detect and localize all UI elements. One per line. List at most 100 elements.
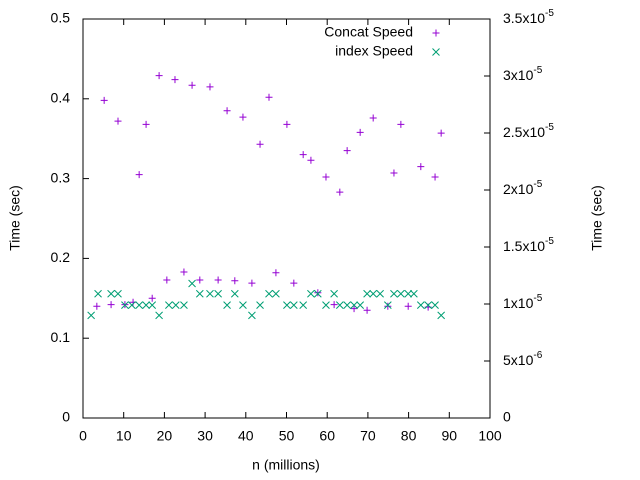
point xyxy=(336,188,344,196)
point xyxy=(239,301,247,309)
plot-border xyxy=(82,18,491,419)
point xyxy=(171,301,180,309)
point xyxy=(384,302,392,310)
point xyxy=(369,289,378,298)
point xyxy=(363,306,371,314)
legend-label: Concat Speed xyxy=(324,24,413,40)
y2-tick-label: 1.5x10-5 xyxy=(503,236,554,254)
y-tick-label: 0.2 xyxy=(51,249,71,265)
point xyxy=(188,81,196,89)
point xyxy=(307,289,315,298)
point xyxy=(206,83,214,91)
point xyxy=(283,120,291,128)
point xyxy=(180,301,188,309)
point xyxy=(230,289,239,298)
point xyxy=(127,301,136,309)
x-axis-label: n (millions) xyxy=(252,457,320,473)
point xyxy=(142,301,150,309)
y-axis-label: Time (sec) xyxy=(7,185,23,251)
x-tick-label: 30 xyxy=(197,428,213,444)
point xyxy=(256,301,264,309)
point xyxy=(180,268,188,276)
x-tick-label: 80 xyxy=(401,428,417,444)
point xyxy=(93,302,101,310)
point xyxy=(100,96,108,104)
y-tick-label: 0.4 xyxy=(51,90,71,106)
y2-tick-label: 0 xyxy=(503,409,511,425)
point xyxy=(404,302,412,310)
point xyxy=(223,107,231,115)
x-tick-label: 10 xyxy=(116,428,132,444)
point xyxy=(223,301,231,309)
legend-label: index Speed xyxy=(335,43,413,59)
point xyxy=(214,289,222,298)
point xyxy=(94,289,102,298)
point xyxy=(188,279,196,288)
point xyxy=(390,289,398,298)
x-tick-label: 0 xyxy=(79,428,87,444)
point xyxy=(410,289,418,298)
point xyxy=(313,289,322,298)
point xyxy=(129,298,137,306)
y2-tick-label: 3x10-5 xyxy=(503,65,543,83)
point xyxy=(272,289,280,298)
point xyxy=(376,289,384,298)
y-tick-label: 0.1 xyxy=(51,329,71,345)
point xyxy=(155,311,163,320)
point xyxy=(231,277,239,285)
point xyxy=(356,128,364,136)
point xyxy=(437,129,445,137)
point xyxy=(343,301,351,309)
point xyxy=(307,156,315,164)
point xyxy=(239,113,247,121)
point xyxy=(196,276,204,284)
point xyxy=(369,114,377,122)
point xyxy=(417,163,425,171)
x-tick-label: 100 xyxy=(478,428,502,444)
point xyxy=(87,311,95,320)
point xyxy=(148,301,157,309)
point xyxy=(330,289,338,298)
x-tick-label: 60 xyxy=(319,428,335,444)
legend-marker xyxy=(432,29,440,37)
point xyxy=(135,301,144,309)
y2-axis-label: Time (sec) xyxy=(589,185,605,251)
point xyxy=(107,301,115,309)
point xyxy=(265,289,273,298)
point xyxy=(248,279,256,287)
point xyxy=(114,289,122,298)
x-tick-label: 70 xyxy=(360,428,376,444)
point xyxy=(397,120,405,128)
point xyxy=(424,301,432,309)
point xyxy=(416,301,425,309)
point xyxy=(155,72,163,80)
x-tick-label: 40 xyxy=(238,428,254,444)
x-tick-label: 90 xyxy=(442,428,458,444)
point xyxy=(322,173,330,181)
point xyxy=(272,269,280,277)
point xyxy=(404,289,413,298)
point xyxy=(363,289,371,298)
y2-tick-label: 2x10-5 xyxy=(503,179,543,197)
point xyxy=(383,301,392,309)
point xyxy=(107,289,115,298)
point xyxy=(350,301,358,309)
point xyxy=(165,301,173,309)
y-tick-label: 0 xyxy=(62,409,70,425)
point xyxy=(289,301,298,309)
y2-tick-label: 1x10-5 xyxy=(503,293,543,311)
y-tick-label: 0.5 xyxy=(51,10,71,26)
point xyxy=(431,173,439,181)
x-tick-label: 20 xyxy=(157,428,173,444)
y2-tick-label: 2.5x10-5 xyxy=(503,122,554,140)
point xyxy=(142,120,150,128)
legend-marker xyxy=(432,48,440,56)
point xyxy=(114,117,122,125)
point xyxy=(195,289,204,298)
point xyxy=(290,279,298,287)
point xyxy=(248,311,256,320)
point xyxy=(265,93,273,101)
point xyxy=(343,147,351,155)
point xyxy=(397,289,405,298)
point xyxy=(330,301,338,309)
